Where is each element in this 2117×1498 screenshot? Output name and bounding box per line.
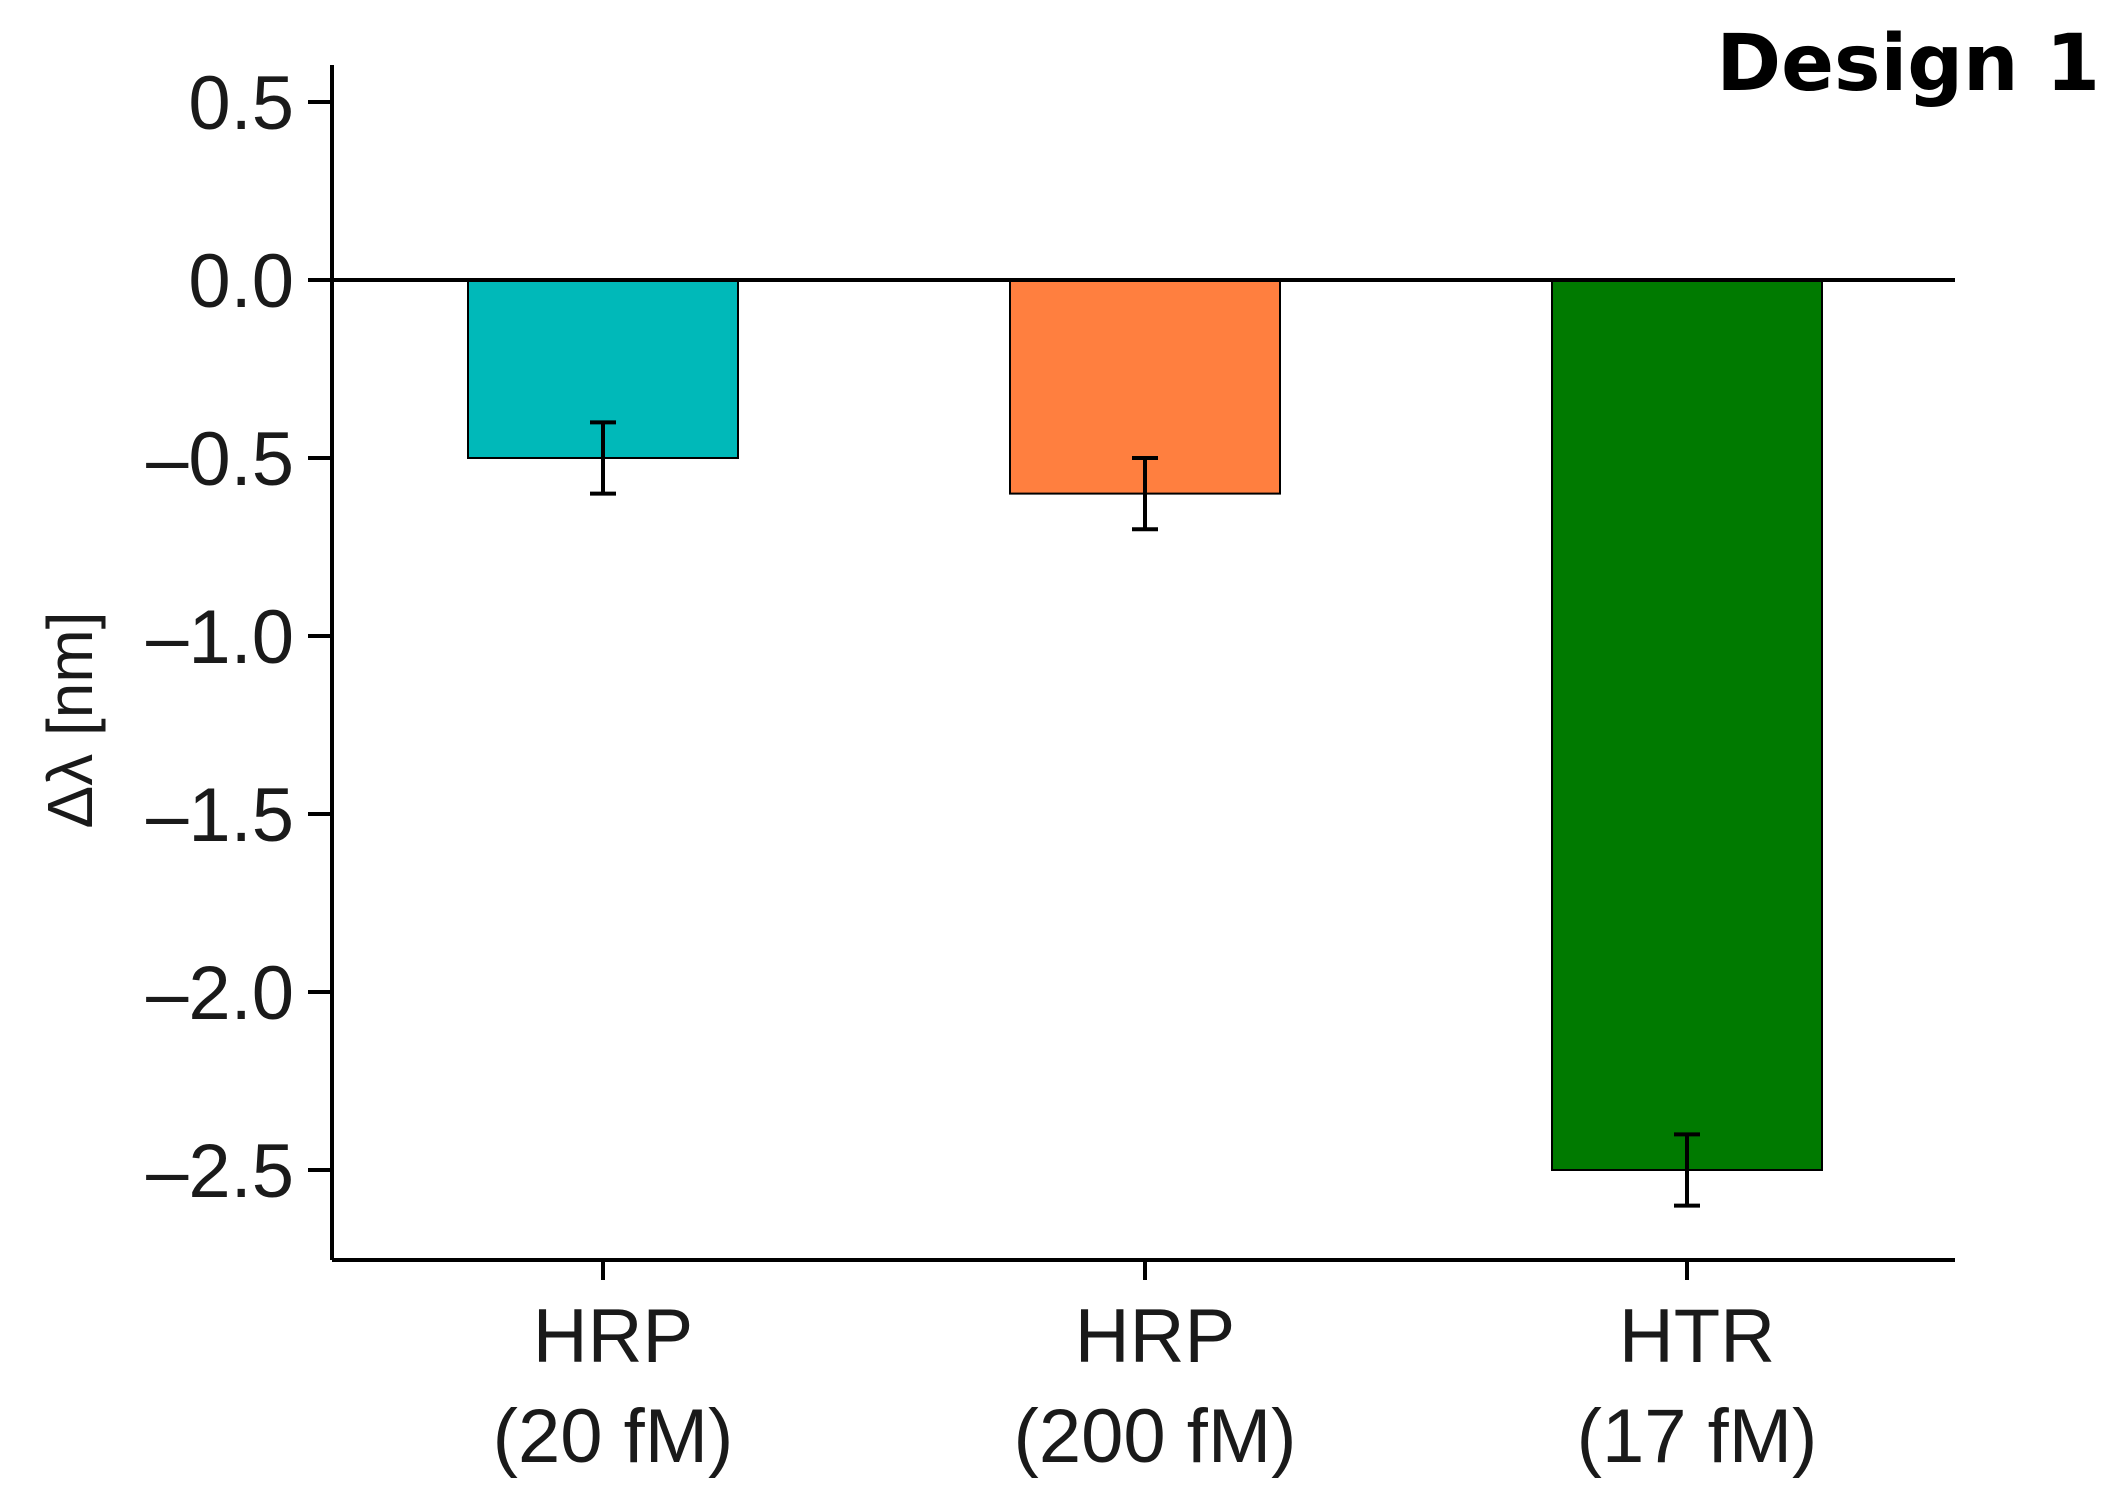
y-tick-label: –2.5 bbox=[146, 1129, 294, 1214]
y-tick-label: –1.5 bbox=[146, 773, 294, 858]
y-tick-label: –2.0 bbox=[146, 951, 294, 1036]
x-tick-label-name: HTR bbox=[1619, 1294, 1775, 1379]
y-tick-label: –0.5 bbox=[146, 417, 294, 502]
y-axis-label: Δλ [nm] bbox=[34, 612, 106, 829]
y-tick-label: 0.0 bbox=[188, 239, 294, 324]
x-tick-label-conc: (200 fM) bbox=[1014, 1394, 1297, 1479]
plot-area: 0.5 0.0 –0.5 –1.0 –1.5 –2.0 –2.5 HRP (20 fM) HRP (… bbox=[146, 61, 1955, 1479]
x-tick-label-name: HRP bbox=[1075, 1294, 1235, 1379]
x-tick-label-conc: (20 fM) bbox=[493, 1394, 734, 1479]
y-tick-label: 0.5 bbox=[188, 61, 294, 146]
x-tick-label-conc: (17 fM) bbox=[1577, 1394, 1818, 1479]
chart-title: Design 1 bbox=[1716, 19, 2100, 109]
y-tick-label: –1.0 bbox=[146, 595, 294, 680]
bar bbox=[1551, 279, 1823, 1171]
x-tick-label-name: HRP bbox=[533, 1294, 693, 1379]
